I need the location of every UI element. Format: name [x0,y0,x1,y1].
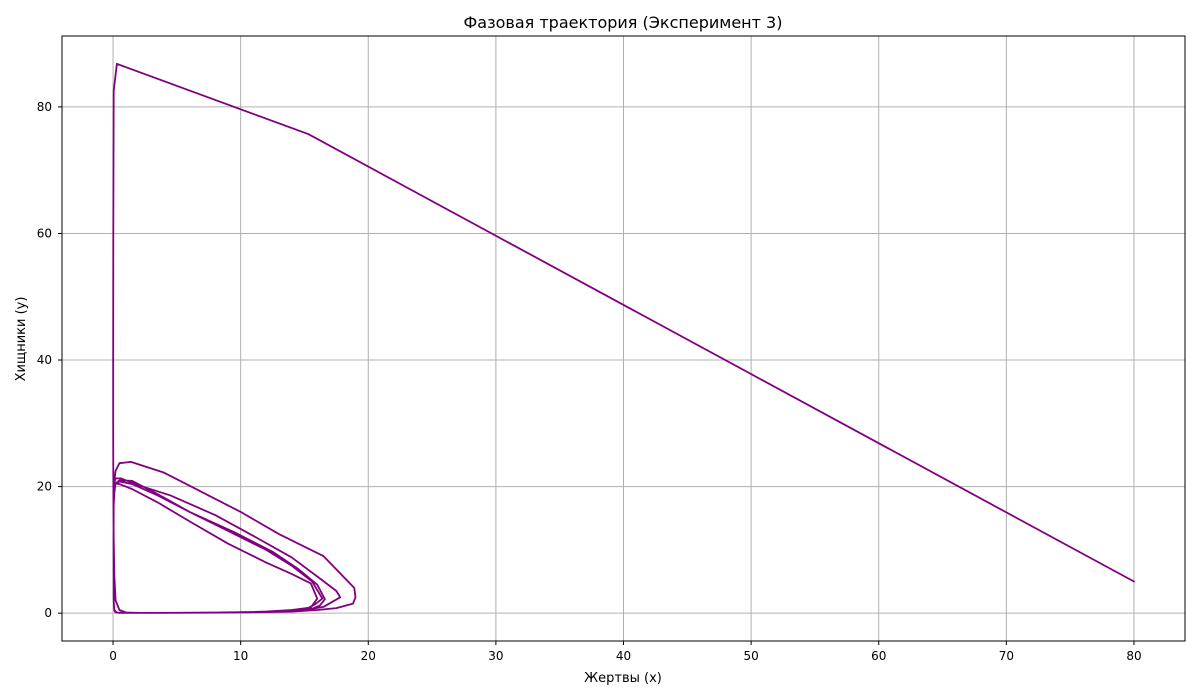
x-tick-label: 50 [743,649,758,663]
x-tick-label: 70 [999,649,1014,663]
x-tick-label: 40 [616,649,631,663]
x-tick-label: 10 [233,649,248,663]
x-tick-label: 60 [871,649,886,663]
x-tick-label: 30 [488,649,503,663]
y-axis-title: Хищники (y) [14,297,29,382]
y-tick-label: 80 [37,100,52,114]
x-axis-title: Жертвы (x) [584,671,662,686]
series-layer [112,62,1135,614]
x-tick-label: 80 [1126,649,1141,663]
x-tick-label: 0 [109,649,117,663]
phase-trajectory-line [112,62,1135,614]
grid [62,36,1185,641]
y-tick-label: 60 [37,226,52,240]
y-tick-label: 0 [44,606,52,620]
y-tick-label: 40 [37,353,52,367]
x-tick-label: 20 [361,649,376,663]
y-tick-label: 20 [37,480,52,494]
chart-title: Фазовая траектория (Эксперимент 3) [464,13,783,32]
ticks: 0 10 20 30 40 50 60 70 80 0 20 40 60 80 [37,100,1142,663]
